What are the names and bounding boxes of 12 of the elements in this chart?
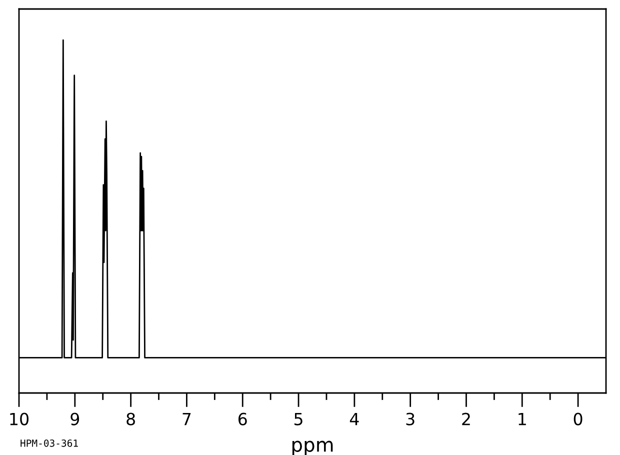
x-tick-label: 0 — [574, 412, 582, 426]
x-tick-label: 1 — [518, 412, 526, 426]
x-tick-label: 4 — [350, 412, 359, 426]
x-tick-label: 2 — [462, 412, 470, 426]
x-tick-label: 6 — [238, 412, 247, 426]
x-tick-label: 5 — [294, 412, 302, 426]
x-tick-label: 3 — [406, 412, 414, 426]
x-tick-label: 8 — [126, 412, 135, 426]
x-tick-label: 7 — [182, 412, 191, 426]
x-tick-label: 10 — [10, 412, 28, 426]
text: HPM-03-361 — [20, 439, 78, 447]
x-tick-label: 9 — [70, 412, 80, 426]
